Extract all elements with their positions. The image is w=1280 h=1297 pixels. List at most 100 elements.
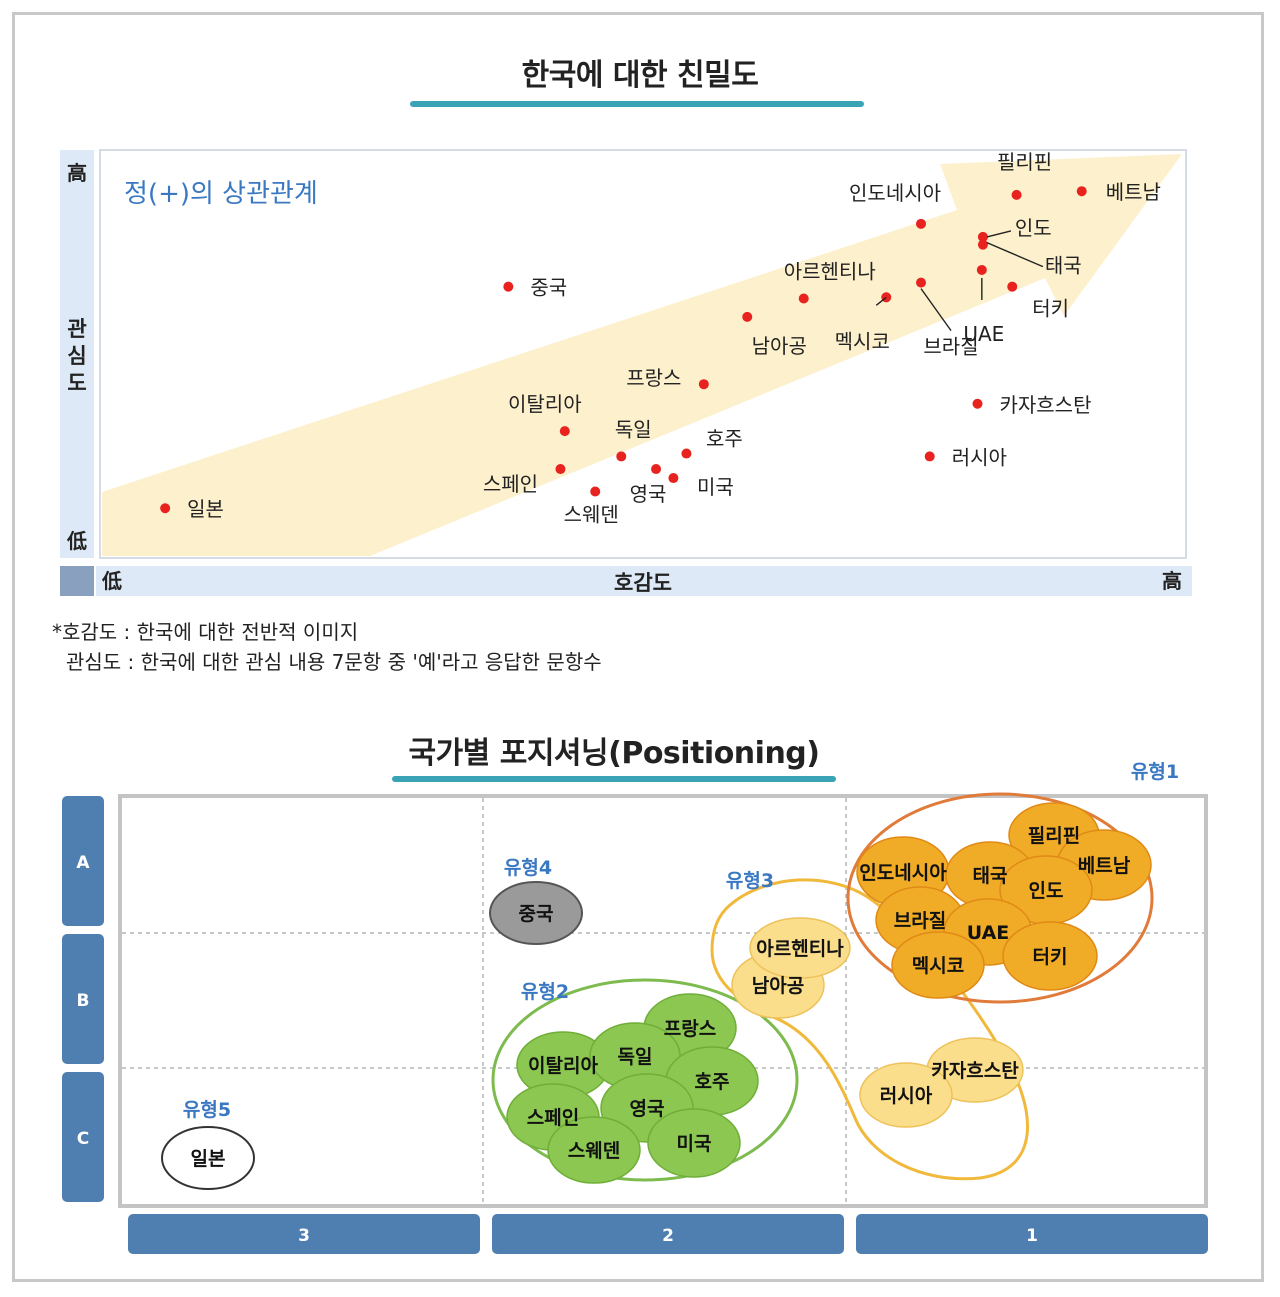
scatter-point-label: UAE: [963, 322, 1004, 346]
note-line-1: *호감도 : 한국에 대한 전반적 이미지: [52, 620, 359, 644]
row-box-a: [62, 796, 104, 926]
scatter-point: [1011, 189, 1022, 200]
col-label-1: 1: [1026, 1226, 1038, 1246]
row-box-c: [62, 1072, 104, 1202]
col-box-1: [856, 1214, 1208, 1254]
scatter-point-label: 중국: [530, 276, 567, 300]
scatter-point-label: 호주: [706, 427, 743, 451]
scatter-point-label: 영국: [630, 482, 667, 506]
scatter-point: [916, 277, 927, 288]
country-bubble: [547, 1116, 641, 1184]
x-axis-low-label: 低: [101, 569, 122, 593]
group-label: 유형1: [1131, 761, 1179, 783]
scatter-point-label: 터키: [1032, 297, 1069, 321]
country-bubble-label: 남아공: [752, 975, 804, 997]
leader-line: [920, 288, 952, 332]
country-bubble-label: 인도네시아: [859, 862, 947, 884]
country-bubble-label: 러시아: [880, 1085, 933, 1107]
scatter-point: [1076, 186, 1087, 197]
scatter-point: [916, 218, 927, 229]
y-axis-band: [60, 150, 94, 558]
axis-corner-box: [60, 566, 94, 596]
leader-line: [986, 230, 1012, 238]
scatter-point-label: 스페인: [483, 472, 538, 496]
row-label-b: B: [77, 991, 90, 1011]
group-ring: [491, 978, 799, 1182]
scatter-point-label: 스웨덴: [564, 502, 619, 526]
group-label: 유형2: [521, 981, 569, 1003]
row-box-b: [62, 934, 104, 1064]
scatter-point: [698, 379, 709, 390]
country-bubble: [859, 1062, 953, 1128]
outer-frame: [12, 12, 1264, 1282]
scatter-point-label: 러시아: [952, 445, 1007, 469]
scatter-point: [977, 231, 988, 242]
country-bubble-label: 중국: [519, 903, 554, 925]
scatter-point: [681, 448, 692, 459]
country-bubble: [891, 931, 985, 999]
section2-title: 국가별 포지셔닝(Positioning): [408, 736, 820, 771]
scatter-point-label: 아르헨티나: [784, 260, 876, 284]
group-ring: [161, 1126, 255, 1190]
group-ring: [846, 792, 1154, 1004]
col-label-3: 3: [298, 1226, 310, 1246]
country-bubble-label: 프랑스: [664, 1018, 716, 1040]
scatter-leader-lines: [875, 230, 1044, 332]
note-line-2: 관심도 : 한국에 대한 관심 내용 7문항 중 '예'라고 응답한 문항수: [66, 650, 602, 674]
scatter-point-label: 필리핀: [997, 150, 1052, 174]
country-bubble: [749, 917, 851, 979]
scatter-point-label: 베트남: [1106, 180, 1161, 204]
row-label-a: A: [76, 853, 90, 873]
col-label-2: 2: [662, 1226, 674, 1246]
scatter-point-label: 이탈리아: [508, 392, 582, 416]
scatter-point: [972, 398, 983, 409]
scatter-point-label: 독일: [615, 417, 652, 441]
country-bubble-label: 스페인: [527, 1107, 579, 1129]
scatter-point: [160, 503, 171, 514]
x-axis-title: 호감도: [614, 571, 672, 595]
scatter-point: [976, 264, 987, 275]
group-label-type3: 유형3: [726, 870, 774, 892]
country-bubble-label: 브라질: [894, 910, 946, 932]
scatter-point-label: 미국: [697, 475, 734, 499]
scatter-point: [668, 473, 679, 484]
section1-title: 한국에 대한 친밀도: [521, 58, 759, 93]
leader-line: [986, 242, 1044, 268]
scatter-point: [798, 293, 809, 304]
country-bubble-label: 미국: [677, 1133, 712, 1155]
x-axis-high-label: 高: [1162, 569, 1182, 593]
scatter-point-label: 프랑스: [626, 366, 681, 390]
y-axis-low-label: 低: [66, 529, 87, 553]
country-bubble-label: 이탈리아: [528, 1055, 598, 1077]
scatter-point: [977, 239, 988, 250]
scatter-point: [503, 281, 514, 292]
group-label: 유형4: [504, 857, 552, 879]
country-bubble-label: 멕시코: [912, 955, 964, 977]
country-bubble-label: 카자흐스탄: [931, 1060, 1019, 1082]
country-bubble-label: 스웨덴: [568, 1140, 620, 1162]
col-box-3: [128, 1214, 480, 1254]
group-ring: [489, 881, 583, 945]
scatter-point: [616, 451, 627, 462]
group-label: 유형5: [183, 1099, 231, 1121]
country-bubble-label: UAE: [967, 922, 1010, 944]
country-bubble-label: 필리핀: [1028, 825, 1080, 847]
y-axis-high-label: 高: [67, 161, 87, 185]
country-bubble-label: 베트남: [1078, 855, 1131, 877]
scatter-point: [924, 451, 935, 462]
scatter-point-label: 일본: [187, 497, 224, 521]
country-bubble: [1002, 921, 1098, 991]
scatter-point: [555, 464, 566, 475]
section2-title-underline: [392, 776, 836, 782]
scatter-point-label: 태국: [1045, 254, 1082, 278]
scatter-point: [590, 486, 601, 497]
correlation-annotation: 정(+)의 상관관계: [124, 179, 318, 209]
country-bubble-label: 일본: [191, 1148, 226, 1170]
country-bubble: [647, 1108, 741, 1178]
scatter-point: [1007, 281, 1018, 292]
